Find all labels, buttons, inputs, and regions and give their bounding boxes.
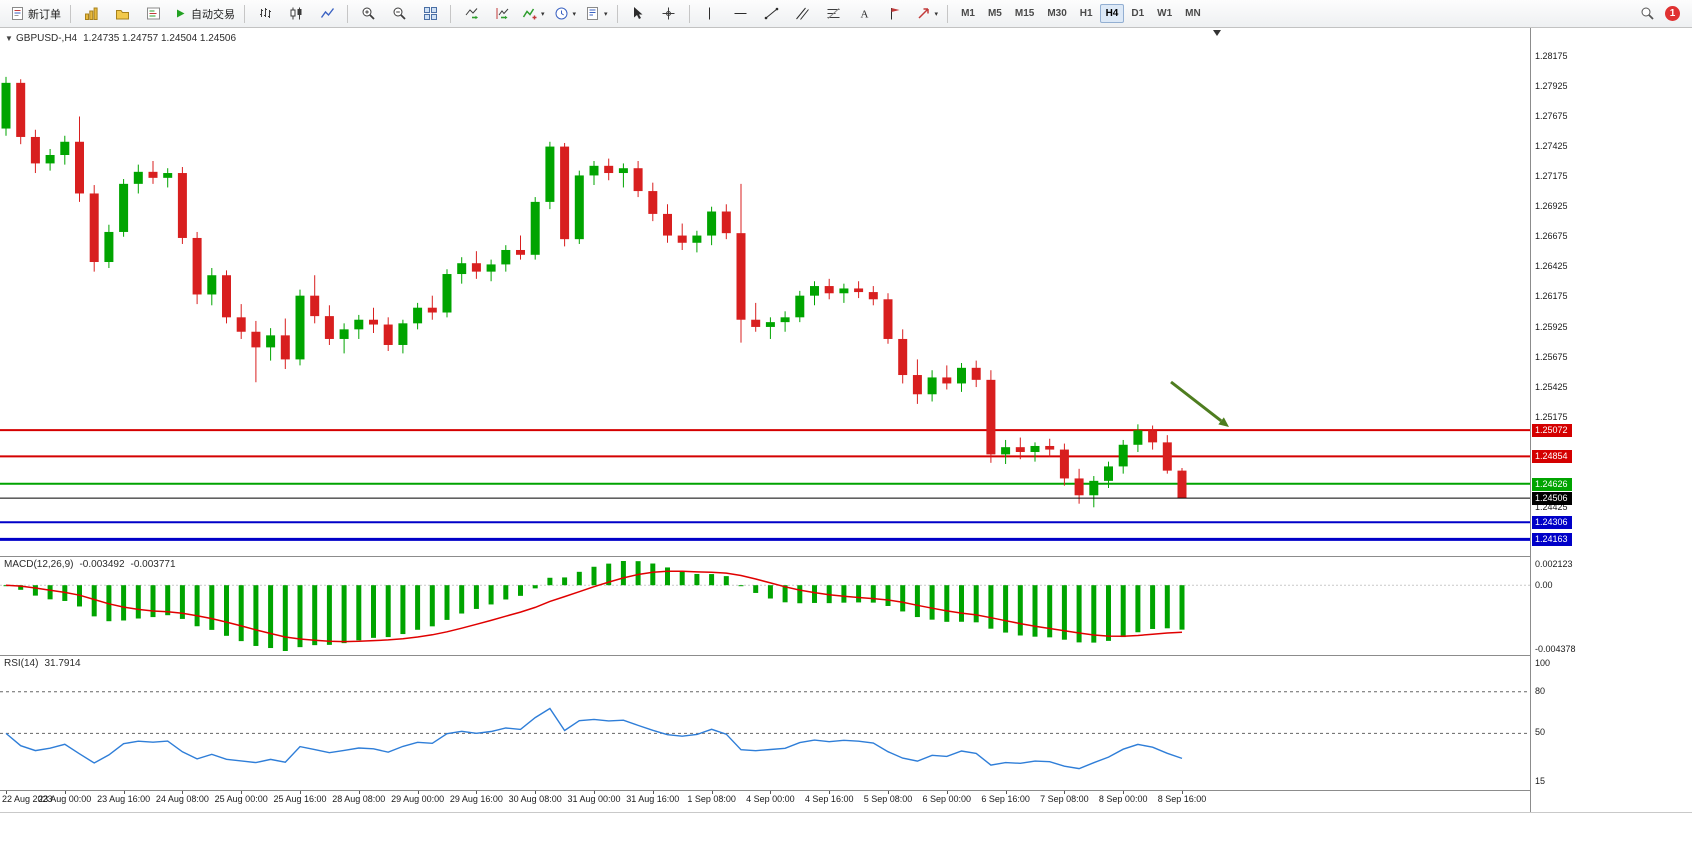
zoom-in-icon <box>361 6 376 21</box>
crosshair-button[interactable] <box>654 2 684 26</box>
autotrading-label: 自动交易 <box>191 8 235 21</box>
toolbar-separator <box>347 4 348 23</box>
autotrading-icon <box>173 6 188 21</box>
tile-windows-button[interactable] <box>415 2 445 26</box>
timeframe-m15-button[interactable]: M15 <box>1014 8 1035 19</box>
line-chart-icon <box>320 6 335 21</box>
time-axis[interactable] <box>0 791 1530 811</box>
chevron-down-icon: ▾ <box>604 10 608 18</box>
indicators-icon <box>522 6 537 21</box>
timeframe-mn-button[interactable]: MN <box>1185 8 1201 19</box>
horizontal-line-button[interactable] <box>726 2 756 26</box>
market-watch-button[interactable] <box>138 2 168 26</box>
panel-splitter <box>0 790 1531 791</box>
rsi-canvas[interactable] <box>0 656 1530 790</box>
search-button[interactable] <box>1632 2 1662 26</box>
panel-splitter[interactable] <box>0 556 1531 557</box>
zoom-in-button[interactable] <box>353 2 383 26</box>
periods-icon <box>554 6 569 21</box>
bar-chart-button[interactable] <box>250 2 280 26</box>
window-bottom-border <box>0 812 1692 813</box>
new-order-button[interactable]: 新订单 <box>6 2 65 26</box>
chart-shift-icon <box>495 6 510 21</box>
cursor-button[interactable] <box>623 2 653 26</box>
new-order-label: 新订单 <box>28 8 61 21</box>
one-click-trading-toggle[interactable]: ▼ <box>5 34 13 43</box>
timeframe-h4-button[interactable]: H4 <box>1099 4 1125 23</box>
toolbar: 新订单 自动交易 ▾ ▾ ▾ A ▾ <box>0 0 1692 28</box>
market-watch-icon <box>146 6 161 21</box>
timeframe-m1-button[interactable]: M1 <box>961 8 975 19</box>
new-chart-icon <box>84 6 99 21</box>
price-axis[interactable] <box>1531 28 1692 790</box>
tile-windows-icon <box>423 6 438 21</box>
crosshair-icon <box>661 6 676 21</box>
toolbar-separator <box>947 4 949 23</box>
toolbar-separator <box>70 4 71 23</box>
text-label-button[interactable] <box>881 2 911 26</box>
toolbar-separator <box>244 4 245 23</box>
text-label-icon <box>888 6 903 21</box>
vertical-line-button[interactable] <box>695 2 725 26</box>
timeframe-m5-button[interactable]: M5 <box>987 8 1002 19</box>
text-button[interactable]: A <box>850 2 880 26</box>
fibonacci-icon <box>826 6 841 21</box>
arrows-button[interactable]: ▾ <box>912 2 943 26</box>
timeframe-group: M1 M5 M15 M30 H1 H4 D1 W1 MN <box>955 4 1207 23</box>
toolbar-separator <box>688 4 690 23</box>
panel-splitter[interactable] <box>0 655 1531 656</box>
price-axis-line <box>1530 28 1531 812</box>
timeframe-m30-button[interactable]: M30 <box>1047 8 1067 19</box>
text-icon: A <box>857 6 872 21</box>
trendline-button[interactable] <box>757 2 787 26</box>
templates-button[interactable]: ▾ <box>581 2 612 26</box>
macd-canvas[interactable] <box>0 557 1530 655</box>
indicators-button[interactable]: ▾ <box>518 2 549 26</box>
profiles-icon <box>115 6 130 21</box>
timeframe-h1-button[interactable]: H1 <box>1079 8 1093 19</box>
zoom-out-icon <box>392 6 407 21</box>
chevron-down-icon: ▾ <box>934 10 939 18</box>
chart-shift-button[interactable] <box>487 2 517 26</box>
horizontal-line-icon <box>733 6 748 21</box>
cursor-icon <box>630 6 645 21</box>
search-icon <box>1640 6 1655 21</box>
chevron-down-icon: ▾ <box>572 10 577 18</box>
vertical-line-icon <box>702 6 717 21</box>
arrows-icon <box>916 6 931 21</box>
channel-icon <box>795 6 810 21</box>
channel-button[interactable] <box>788 2 818 26</box>
candlestick-chart-button[interactable] <box>281 2 311 26</box>
candlestick-icon <box>289 6 304 21</box>
chart-shift-marker[interactable] <box>1213 30 1221 36</box>
toolbar-separator <box>616 4 618 23</box>
templates-icon <box>585 6 600 21</box>
notification-badge[interactable]: 1 <box>1665 6 1680 21</box>
chevron-down-icon: ▾ <box>541 10 545 18</box>
autotrading-button[interactable]: 自动交易 <box>169 2 239 26</box>
auto-scroll-button[interactable] <box>456 2 486 26</box>
fibonacci-button[interactable] <box>819 2 849 26</box>
auto-scroll-icon <box>464 6 479 21</box>
timeframe-d1-button[interactable]: D1 <box>1131 8 1145 19</box>
toolbar-separator <box>450 4 451 23</box>
new-chart-button[interactable] <box>76 2 106 26</box>
line-chart-button[interactable] <box>312 2 342 26</box>
svg-text:A: A <box>861 9 869 21</box>
trendline-icon <box>764 6 779 21</box>
candlestick-canvas[interactable] <box>0 30 1530 556</box>
ohlc-bars-icon <box>258 6 273 21</box>
periods-button[interactable]: ▾ <box>550 2 581 26</box>
profiles-button[interactable] <box>107 2 137 26</box>
zoom-out-button[interactable] <box>384 2 414 26</box>
timeframe-w1-button[interactable]: W1 <box>1157 8 1173 19</box>
new-order-icon <box>10 6 25 21</box>
